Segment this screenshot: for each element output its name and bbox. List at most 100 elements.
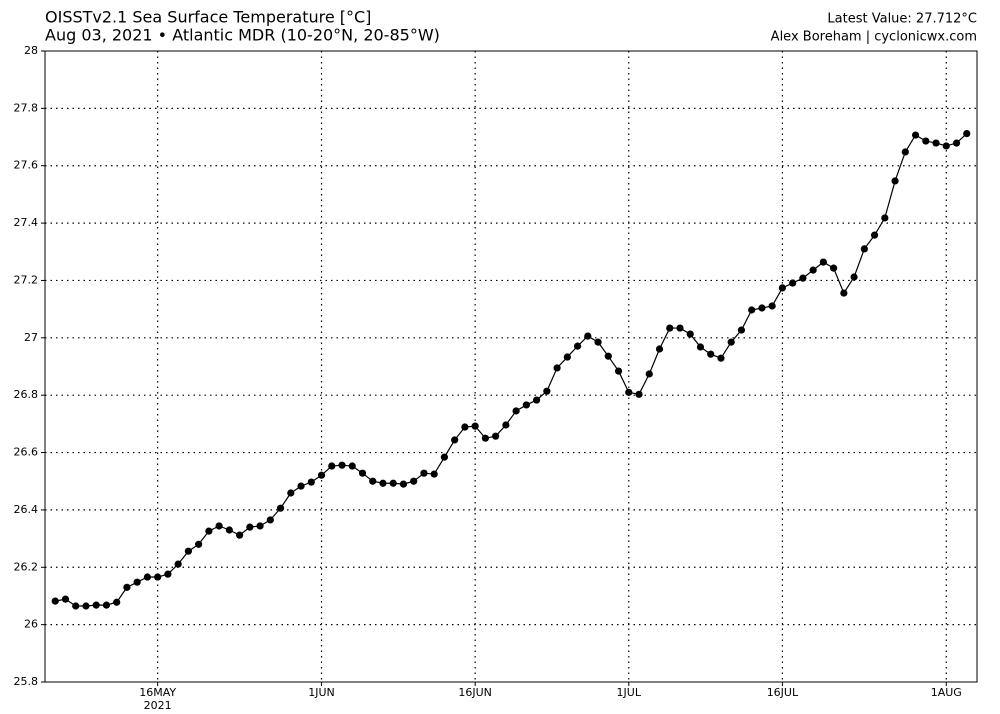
y-tick-label: 25.8 bbox=[14, 675, 39, 688]
data-point bbox=[942, 142, 950, 150]
data-point bbox=[225, 526, 233, 534]
y-tick-label: 27.2 bbox=[14, 273, 39, 286]
data-point bbox=[676, 324, 684, 332]
data-point bbox=[707, 350, 715, 358]
latest-value: Latest Value: 27.712°C bbox=[827, 12, 977, 27]
data-point bbox=[461, 423, 469, 431]
data-point bbox=[881, 214, 889, 222]
data-point bbox=[348, 462, 356, 470]
chart-title: OISSTv2.1 Sea Surface Temperature [°C] bbox=[45, 8, 371, 27]
data-point bbox=[399, 480, 408, 488]
x-tick-label: 16JUN bbox=[458, 686, 492, 699]
chart-subtitle: Aug 03, 2021 • Atlantic MDR (10-20°N, 20… bbox=[45, 26, 440, 45]
data-point bbox=[358, 469, 367, 477]
data-point bbox=[246, 523, 254, 531]
x-tick-label: 1JUL bbox=[617, 686, 642, 699]
data-point bbox=[625, 388, 633, 396]
data-point bbox=[61, 595, 70, 603]
data-point bbox=[502, 421, 510, 429]
y-tick-label: 27 bbox=[24, 331, 38, 344]
data-point bbox=[573, 342, 582, 350]
data-point bbox=[533, 396, 541, 404]
data-point bbox=[154, 573, 162, 581]
data-point bbox=[266, 516, 274, 524]
data-point bbox=[317, 471, 326, 479]
data-point bbox=[410, 477, 418, 485]
data-point bbox=[543, 387, 551, 395]
data-point bbox=[809, 266, 817, 274]
data-point bbox=[860, 245, 868, 253]
data-point bbox=[830, 264, 838, 272]
data-point bbox=[328, 462, 336, 470]
data-point bbox=[911, 131, 920, 139]
data-point bbox=[614, 367, 623, 375]
data-point bbox=[819, 258, 827, 266]
y-tick-label: 26 bbox=[24, 618, 38, 631]
data-point bbox=[963, 130, 971, 138]
data-point bbox=[737, 326, 746, 334]
data-point bbox=[891, 177, 899, 185]
x-tick-label: 1AUG bbox=[931, 686, 962, 699]
data-point bbox=[778, 284, 787, 292]
data-point bbox=[123, 583, 131, 591]
data-point bbox=[799, 274, 807, 282]
data-point bbox=[389, 479, 397, 487]
data-point bbox=[164, 570, 172, 578]
data-point bbox=[235, 531, 244, 539]
data-point bbox=[932, 139, 940, 147]
y-tick-label: 27.4 bbox=[14, 216, 39, 229]
data-point bbox=[553, 364, 561, 372]
data-point bbox=[471, 422, 479, 430]
data-point bbox=[195, 540, 203, 548]
data-point bbox=[492, 432, 500, 440]
data-point bbox=[174, 560, 182, 568]
data-point bbox=[481, 434, 489, 442]
data-point bbox=[522, 401, 530, 409]
data-point bbox=[113, 598, 121, 606]
data-point bbox=[666, 324, 674, 332]
data-point bbox=[51, 597, 59, 605]
data-point bbox=[635, 390, 643, 398]
x-tick-label: 1JUN bbox=[308, 686, 335, 699]
y-tick-label: 26.4 bbox=[14, 503, 39, 516]
y-tick-label: 27.6 bbox=[14, 159, 39, 172]
data-point bbox=[379, 479, 387, 487]
data-point bbox=[184, 547, 192, 555]
data-point bbox=[440, 453, 449, 461]
data-point bbox=[215, 522, 223, 530]
data-point bbox=[256, 522, 264, 530]
data-point bbox=[276, 504, 285, 512]
data-point bbox=[512, 407, 520, 415]
data-point bbox=[72, 602, 80, 610]
data-point bbox=[307, 478, 315, 486]
x-tick-label: 16MAY bbox=[139, 686, 176, 699]
plot-frame bbox=[44, 50, 978, 683]
x-tick-label: 16JUL bbox=[767, 686, 799, 699]
data-point bbox=[655, 345, 664, 353]
data-point bbox=[369, 477, 377, 485]
data-point bbox=[82, 602, 90, 610]
data-point bbox=[584, 332, 592, 340]
data-point bbox=[430, 470, 438, 478]
y-tick-label: 26.6 bbox=[14, 446, 39, 459]
data-point bbox=[102, 601, 111, 609]
y-tick-label: 26.8 bbox=[14, 388, 39, 401]
data-point bbox=[696, 343, 705, 351]
data-point bbox=[563, 353, 571, 361]
data-point bbox=[205, 527, 213, 535]
data-point bbox=[952, 139, 961, 147]
data-point bbox=[727, 338, 735, 346]
data-point bbox=[789, 279, 797, 287]
data-point bbox=[133, 578, 141, 586]
data-point bbox=[143, 573, 152, 581]
y-tick-label: 27.8 bbox=[14, 101, 39, 114]
series-line bbox=[55, 133, 968, 607]
data-point bbox=[840, 289, 848, 297]
data-point bbox=[338, 461, 346, 469]
data-point bbox=[686, 330, 694, 338]
data-point bbox=[594, 338, 602, 346]
data-point bbox=[850, 273, 858, 281]
data-point bbox=[645, 370, 653, 378]
